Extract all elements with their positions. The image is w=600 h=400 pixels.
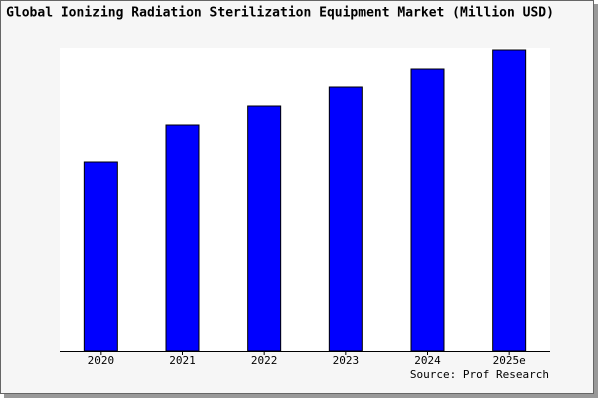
- x-tick-label: 2024: [414, 354, 441, 367]
- bar: [247, 105, 282, 352]
- chart-title: Global Ionizing Radiation Sterilization …: [6, 6, 554, 21]
- bar: [492, 49, 527, 352]
- x-tick-label: 2025e: [493, 354, 526, 367]
- bar: [410, 68, 445, 352]
- bar: [165, 124, 200, 352]
- source-note: Source: Prof Research: [410, 368, 549, 381]
- x-tick-label: 2022: [251, 354, 278, 367]
- x-tick-label: 2020: [88, 354, 115, 367]
- bar: [83, 161, 118, 352]
- bar: [328, 86, 363, 352]
- x-tick-label: 2021: [169, 354, 196, 367]
- plot-area: [60, 48, 550, 351]
- x-tick-label: 2023: [333, 354, 360, 367]
